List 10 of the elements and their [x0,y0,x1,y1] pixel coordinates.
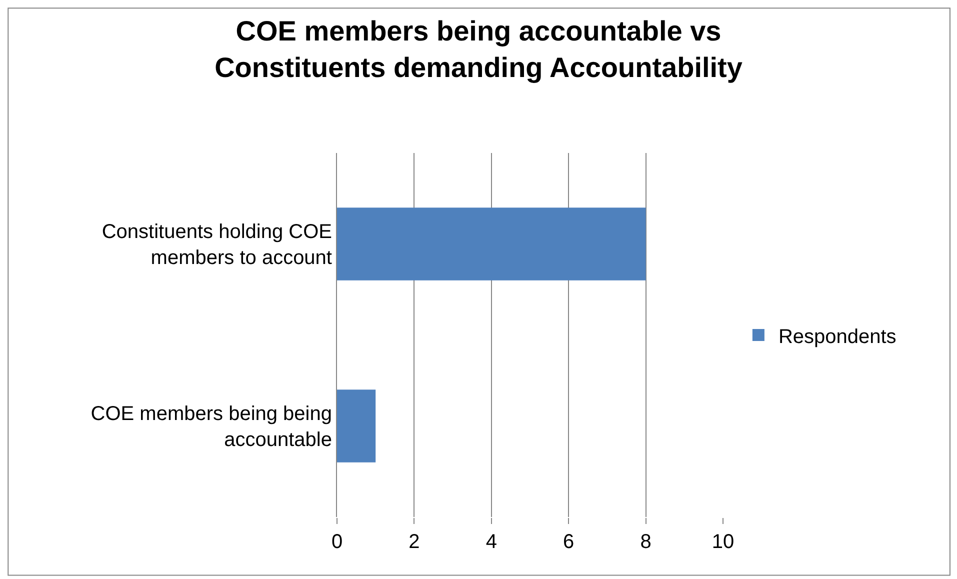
x-tick-label: 2 [408,531,420,553]
x-tick-label: 0 [331,531,343,553]
y-tick-label: Constituents holding COE members to account [102,221,332,269]
x-tick-label: 4 [486,531,497,553]
legend-label: Respondents [778,326,896,348]
chart-title: COE members being accountable vs Constituents demanding Accountability [214,16,743,83]
x-tick-label: 10 [712,531,734,553]
x-tick-label: 6 [563,531,574,553]
y-tick-label: COE members being being accountable [90,403,332,451]
x-tick-label: 8 [640,531,652,553]
